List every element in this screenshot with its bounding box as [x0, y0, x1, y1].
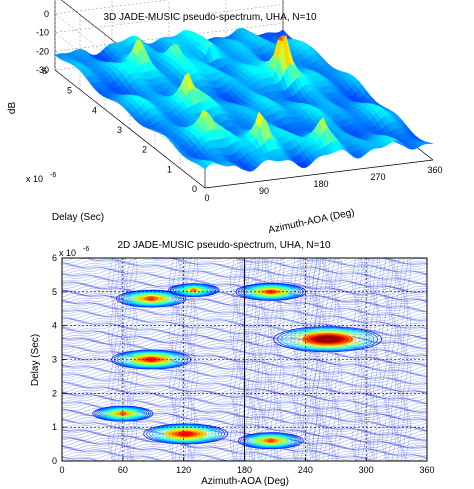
- contour-source-ring: [149, 424, 223, 444]
- contour-source-ring: [146, 424, 226, 444]
- contour-isoline: [373, 258, 378, 461]
- contour-source-ring: [235, 282, 307, 301]
- contour-y-exponent-power: -6: [83, 246, 89, 253]
- contour-isoline: [385, 258, 390, 461]
- surface-y-tick-label: 5: [67, 86, 72, 96]
- contour-x-tick-label: 240: [298, 465, 313, 475]
- surface-panel: 3D JADE-MUSIC pseudo-spectrum, UHA, N=10…: [7, 0, 443, 236]
- contour-panel: 2D JADE-MUSIC pseudo-spectrum, UHA, N=10…: [30, 240, 435, 487]
- surface-y-tick-label: 0: [192, 184, 197, 194]
- contour-source-peak: [119, 411, 127, 416]
- contour-source-ring: [281, 327, 375, 351]
- contour-source-ring: [240, 432, 302, 449]
- contour-source-ring: [130, 292, 173, 305]
- contour-x-tick-label: 360: [419, 465, 434, 475]
- surface-y-tick-label: 6: [42, 66, 47, 76]
- contour-x-tick-label: 180: [237, 465, 252, 475]
- contour-source-peak: [182, 432, 190, 436]
- surface-x-tick-label: 180: [313, 179, 328, 189]
- contour-x-tick-label: 300: [359, 465, 374, 475]
- contour-isoline: [236, 258, 241, 461]
- contour-y-tick-label: 5: [52, 287, 57, 297]
- contour-x-tick-label: 60: [118, 465, 128, 475]
- surface-y-tick-label: 3: [117, 125, 122, 135]
- contour-xlabel: Azimuth-AOA (Deg): [201, 476, 289, 487]
- contour-source-ring: [240, 283, 302, 300]
- contour-source-ring: [116, 289, 187, 308]
- surface-z-tick-label: 0: [44, 9, 49, 19]
- surface-y-tick-label: 2: [142, 145, 147, 155]
- surface-y-tick-label: 1: [167, 164, 172, 174]
- surface-x-tick-label: 0: [204, 193, 209, 203]
- contour-y-tick-label: 1: [52, 422, 57, 432]
- surface-ylabel: Delay (Sec): [52, 212, 104, 223]
- contour-source-ring: [293, 330, 363, 348]
- contour-source-ring: [249, 434, 293, 447]
- contour-source-ring: [247, 285, 295, 299]
- contour-source-ring: [246, 434, 295, 448]
- contour-source-ring: [128, 292, 175, 306]
- contour-source-peak: [324, 337, 332, 342]
- contour-source-ring: [158, 426, 214, 442]
- contour-source-ring: [116, 350, 186, 369]
- contour-source-ring: [125, 352, 178, 367]
- contour-isoline: [376, 258, 381, 461]
- contour-y-tick-label: 2: [52, 388, 57, 398]
- surface-y-tick-label: 4: [92, 105, 97, 115]
- contour-ticks: 0 60 120 180 240 300 360 0 1 2 3 4 5 6: [52, 253, 435, 475]
- contour-source-ring: [285, 328, 371, 350]
- contour-source-ring: [273, 326, 383, 353]
- contour-source-peak: [267, 438, 275, 443]
- contour-y-tick-label: 3: [52, 355, 57, 365]
- contour-source-peak: [190, 288, 198, 292]
- surface-z-tick-label: -30: [36, 65, 49, 75]
- contour-source-ring: [242, 433, 300, 449]
- surface-z-tick-label: -10: [36, 28, 49, 38]
- contour-y-tick-label: 0: [52, 456, 57, 466]
- contour-isoline: [388, 258, 393, 461]
- contour-isoline: [117, 258, 123, 461]
- surface-xlabel: Azimuth-AOA (Deg): [267, 207, 355, 236]
- surface-x-tick-label: 90: [259, 186, 269, 196]
- contour-y-tick-label: 6: [52, 253, 57, 263]
- surface-facet: [425, 142, 434, 145]
- contour-x-tick-label: 120: [176, 465, 191, 475]
- surface-mesh: [54, 27, 434, 172]
- contour-y-exponent: x 10: [59, 248, 76, 258]
- contour-source-ring: [238, 432, 304, 450]
- contour-grid: [62, 258, 427, 461]
- contour-source-ring: [161, 427, 211, 441]
- contour-ylabel: Delay (Sec): [30, 334, 41, 386]
- contour-source-ring: [244, 433, 298, 448]
- contour-source-ring: [297, 331, 359, 348]
- contour-source-ring: [289, 329, 367, 349]
- surface-x-tick-label: 270: [370, 172, 385, 182]
- contour-source-ring: [277, 327, 379, 352]
- contour-title: 2D JADE-MUSIC pseudo-spectrum, UHA, N=10: [117, 240, 331, 251]
- contour-source-ring: [120, 290, 182, 307]
- contour-source-ring: [143, 423, 229, 445]
- contour-source-ring: [152, 425, 220, 443]
- contour-source-ring: [245, 284, 297, 299]
- contour-isoline: [397, 258, 402, 461]
- contour-isoline: [120, 258, 126, 461]
- contour-source-ring: [251, 435, 291, 447]
- surface-y-exponent-power: -6: [50, 172, 56, 179]
- contour-isoline: [245, 258, 250, 461]
- surface-zlabel: dB: [7, 102, 18, 115]
- surface-y-exponent: x 10: [26, 174, 43, 184]
- contour-source-peak: [147, 296, 155, 301]
- contour-y-tick-label: 4: [52, 321, 57, 331]
- contour-isoline: [233, 258, 238, 461]
- surface-z-tick-label: -20: [36, 46, 49, 56]
- surface-x-tick-label: 360: [427, 165, 442, 175]
- contour-source-ring: [155, 426, 217, 442]
- contour-x-tick-label: 0: [59, 465, 64, 475]
- surface-title: 3D JADE-MUSIC pseudo-spectrum, UHA, N=10: [103, 12, 317, 23]
